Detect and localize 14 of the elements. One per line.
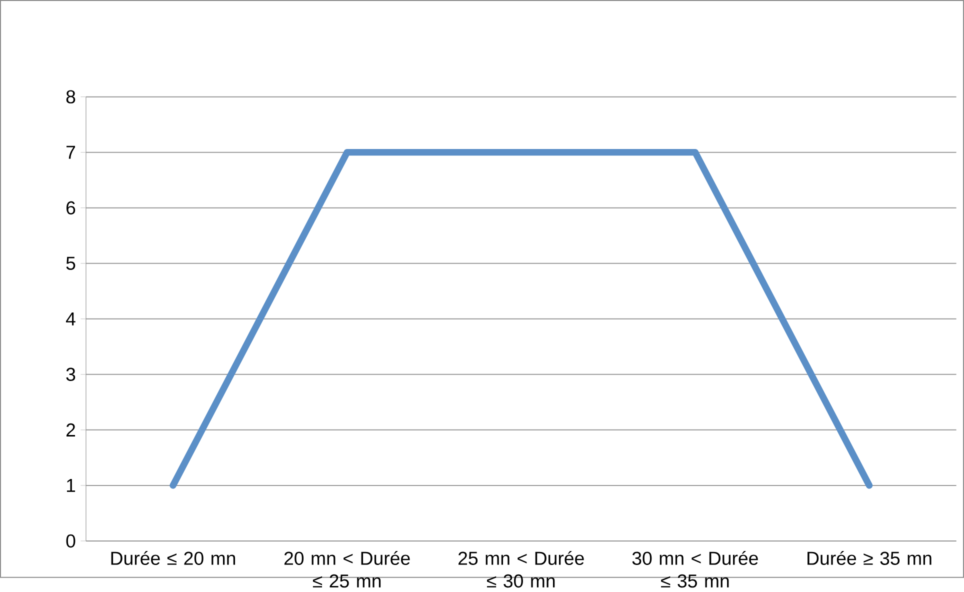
x-tick-label: Durée ≥ 35 mn [808, 550, 932, 565]
x-tick-label: 25 mn < Durée ≤ 30 mn [458, 550, 584, 588]
y-tick-label: 7 [66, 146, 76, 159]
y-tick-label: 3 [66, 368, 76, 381]
y-tick-label: 4 [66, 312, 76, 326]
x-tick-label: 20 mn < Durée ≤ 25 mn [284, 550, 410, 588]
y-tick-label: 6 [66, 201, 76, 214]
y-tick-label: 2 [66, 423, 76, 436]
x-tick-label: Durée ≤ 20 mn [111, 550, 236, 565]
y-tick-label: 1 [66, 478, 76, 492]
x-tick-label: 30 mn < Durée ≤ 35 mn [632, 550, 758, 588]
y-tick-label: 5 [66, 256, 76, 270]
y-tick-label: 8 [66, 90, 76, 104]
y-tick-label: 0 [66, 534, 76, 548]
